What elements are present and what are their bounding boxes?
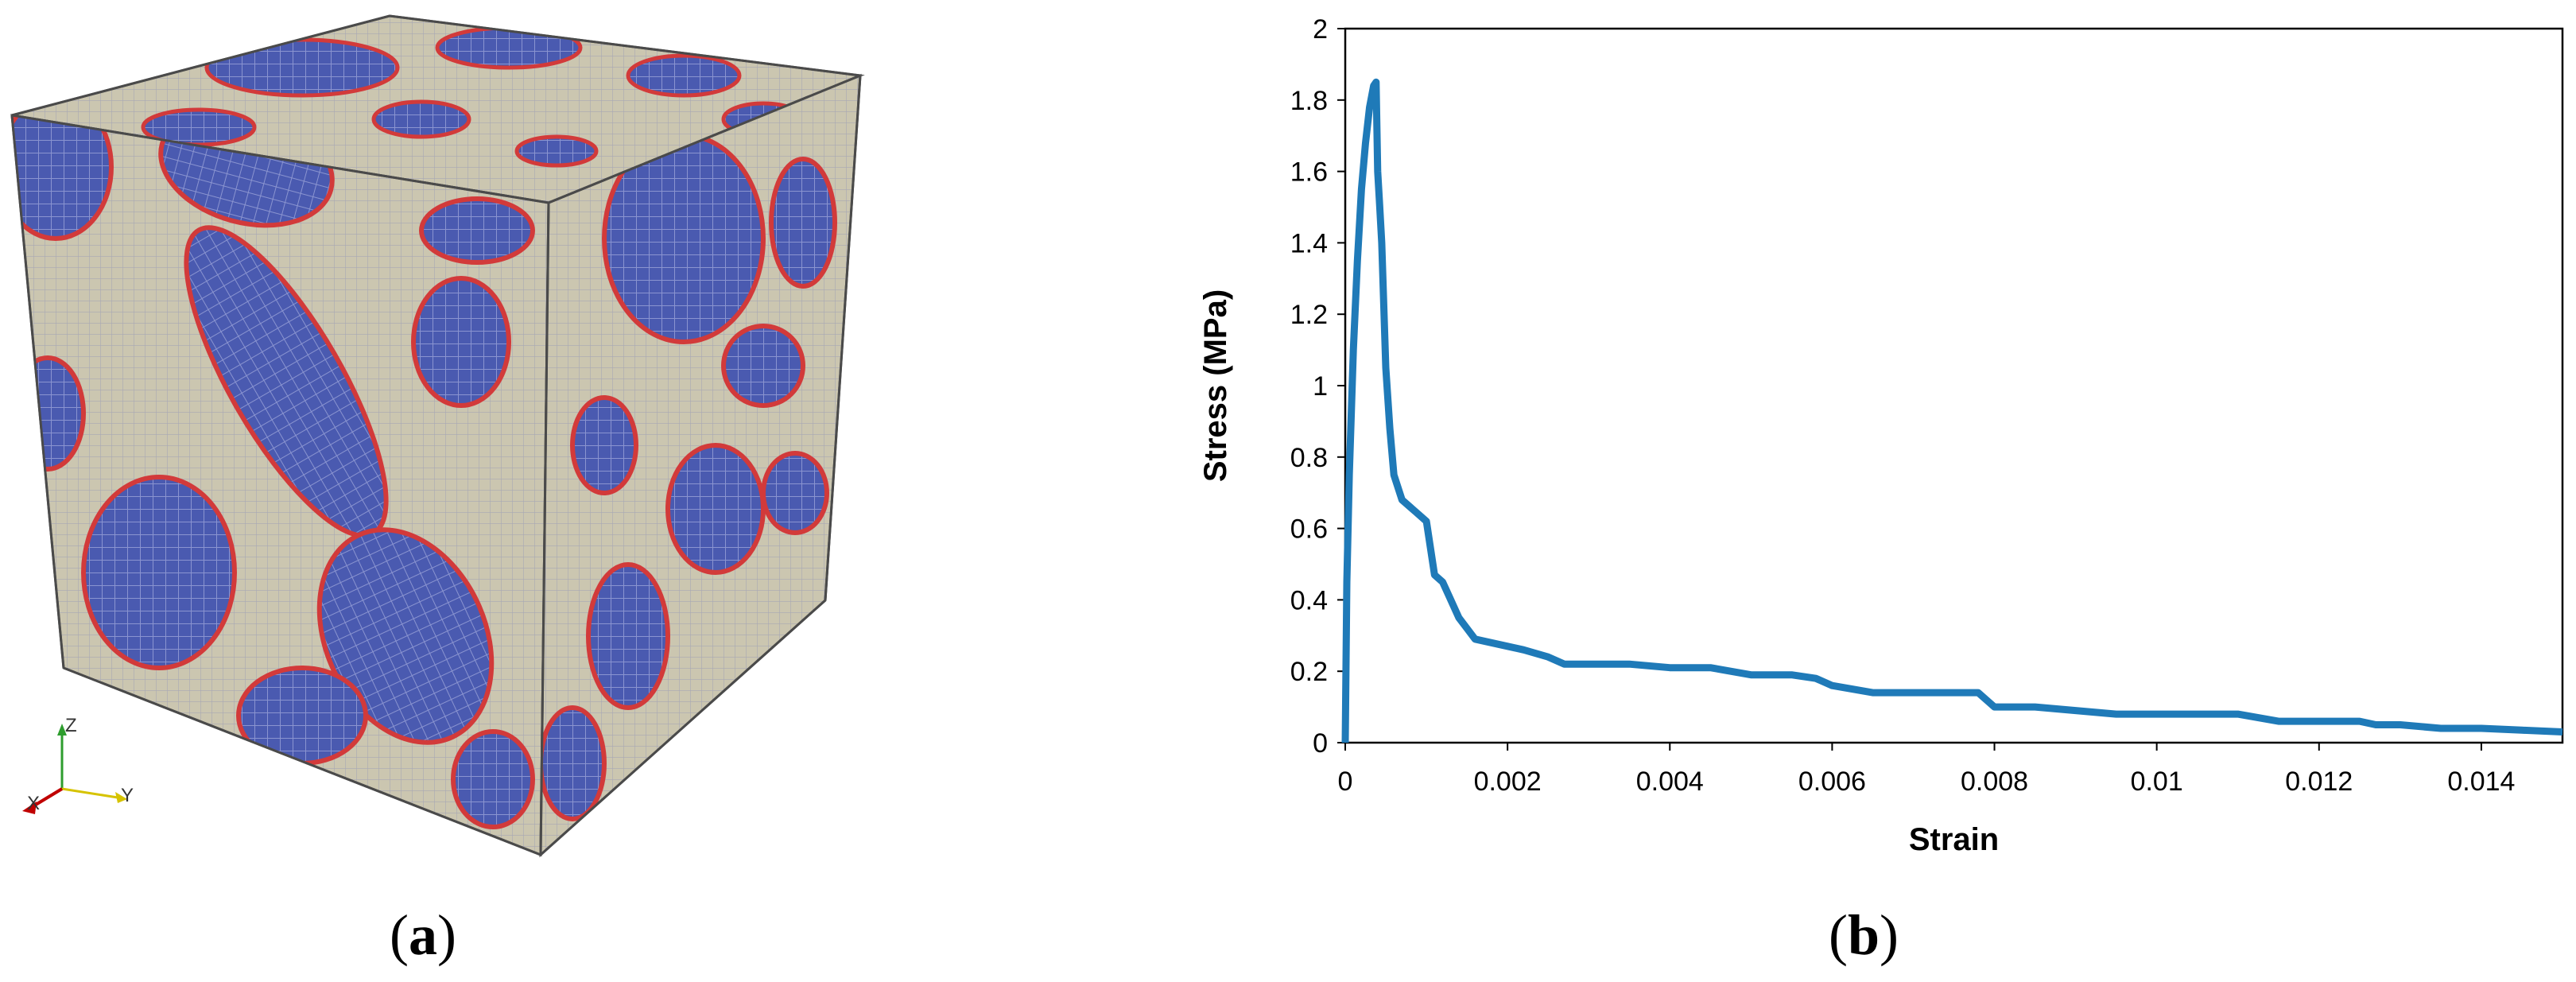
y-tick-label: 0 (1313, 728, 1328, 759)
x-tick-label: 0.004 (1636, 767, 1704, 797)
x-tick-label: 0.01 (2131, 767, 2183, 797)
panel-label-a: (a) (390, 903, 456, 967)
y-tick-label: 1.2 (1290, 300, 1328, 330)
y-tick-label: 1.4 (1290, 228, 1328, 258)
x-axis-label: Strain (1909, 822, 1999, 857)
top-face-aggregates (141, 25, 805, 168)
y-tick-label: 0.4 (1290, 585, 1328, 615)
y-tick-label: 0.8 (1290, 443, 1328, 473)
triad-y-label: Y (121, 785, 134, 806)
y-tick-label: 2 (1313, 14, 1328, 45)
x-tick-label: 0.002 (1474, 767, 1542, 797)
y-tick-label: 0.6 (1290, 514, 1328, 545)
x-tick-label: 0.012 (2285, 767, 2353, 797)
panel-label-b: (b) (1829, 903, 1899, 967)
panel-a-mesh-cube: Z Y X (a) (0, 0, 986, 982)
x-tick-label: 0 (1338, 767, 1353, 797)
x-tick-label: 0.006 (1798, 767, 1866, 797)
triad-z-label: Z (65, 715, 77, 736)
cube-edges (10, 14, 862, 856)
x-tick-label: 0.008 (1961, 767, 2028, 797)
series-stress-strain-line (1341, 78, 2563, 743)
stress-strain-chart: 00.20.40.60.811.21.41.61.82 0 0.002 0.004 0… (1198, 14, 2564, 857)
y-tick-label: 1.8 (1290, 86, 1328, 116)
y-axis-ticks: 0 0.2 0.4 0.6 0.8 1 1.2 1.4 1.6 1.8 2 (1290, 14, 1345, 759)
y-tick-label: 1 (1313, 371, 1328, 402)
cube-mesh-figure: Z Y X (10, 14, 865, 858)
y-tick-label: 0.2 (1290, 657, 1328, 687)
y-axis-label: Stress (MPa) (1198, 289, 1233, 482)
y-tick-label: 1.6 (1290, 157, 1328, 188)
panel-b-stress-strain-chart: 0 0.2 0.4 0.6 0.8 1 1.2 1.4 1.6 1.8 2 0 0.002 0.004 0… (1113, 0, 2576, 982)
x-tick-label: 0.014 (2447, 767, 2515, 797)
plot-area-frame (1344, 27, 2564, 744)
x-axis-ticks: 0 0.002 0.004 0.006 0.008 0.01 0.012 0.014 (1338, 743, 2515, 797)
triad-x-label: X (27, 793, 40, 814)
orientation-triad: Z Y X (22, 715, 134, 814)
